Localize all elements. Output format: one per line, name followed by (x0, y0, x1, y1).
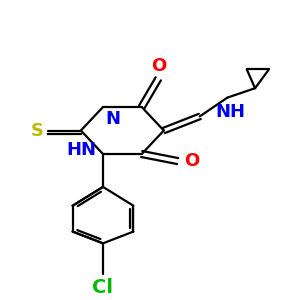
Text: O: O (184, 152, 200, 170)
Text: S: S (31, 122, 44, 140)
Text: NH: NH (215, 103, 245, 121)
Text: HN: HN (66, 141, 96, 159)
Text: Cl: Cl (92, 278, 113, 297)
Text: N: N (106, 110, 121, 128)
Text: O: O (151, 57, 166, 75)
